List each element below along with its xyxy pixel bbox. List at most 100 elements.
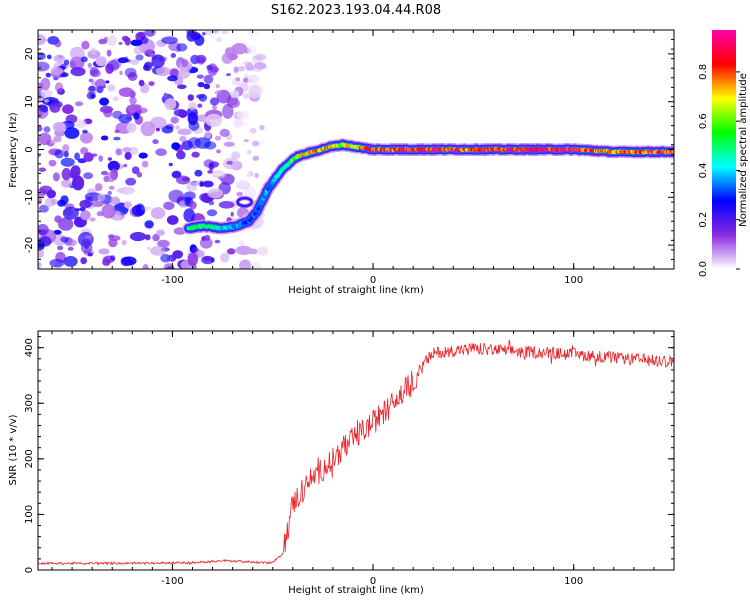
noise-blob xyxy=(113,136,121,141)
noise-blob xyxy=(226,248,236,255)
noise-blob xyxy=(209,97,220,106)
spectrogram-ytick-label: 10 xyxy=(24,95,35,108)
noise-blob xyxy=(243,139,250,143)
noise-blob xyxy=(118,87,134,97)
noise-blob xyxy=(49,258,65,268)
noise-blob xyxy=(222,103,234,119)
noise-blob xyxy=(38,132,52,146)
noise-blob xyxy=(191,151,200,158)
noise-blob xyxy=(170,53,176,58)
noise-blob xyxy=(144,30,156,37)
noise-blob xyxy=(38,167,46,172)
noise-blob xyxy=(237,110,250,120)
noise-blob xyxy=(130,39,143,47)
noise-blob xyxy=(176,43,188,52)
noise-blob xyxy=(220,252,230,263)
noise-blob xyxy=(257,246,269,256)
noise-blob xyxy=(202,32,206,36)
noise-blob xyxy=(187,252,199,266)
noise-blob xyxy=(214,239,221,244)
noise-blob xyxy=(108,185,115,190)
noise-blob xyxy=(61,167,72,181)
noise-blob xyxy=(161,36,178,45)
noise-blob xyxy=(254,53,267,61)
noise-blob xyxy=(116,149,121,154)
noise-blob xyxy=(40,38,48,42)
colorbar-bar xyxy=(712,30,736,269)
noise-blob xyxy=(54,149,64,159)
noise-blob xyxy=(132,104,142,111)
noise-blob xyxy=(167,75,178,82)
noise-blob xyxy=(144,220,154,229)
noise-blob xyxy=(117,57,129,64)
noise-blob xyxy=(118,42,123,45)
noise-blob xyxy=(236,191,243,197)
spectrogram-xlabel: Height of straight line (km) xyxy=(288,285,424,296)
noise-blob xyxy=(62,104,74,115)
noise-blob xyxy=(60,63,67,70)
noise-blob xyxy=(178,68,191,79)
noise-blob xyxy=(133,112,140,120)
noise-blob xyxy=(259,125,265,131)
noise-blob xyxy=(101,203,116,219)
noise-blob xyxy=(74,152,80,161)
noise-blob xyxy=(178,109,188,118)
noise-blob xyxy=(196,74,204,79)
noise-blob xyxy=(189,201,197,210)
noise-blob xyxy=(216,37,222,43)
noise-blob xyxy=(87,252,93,257)
noise-blob xyxy=(38,261,42,269)
noise-blob xyxy=(38,224,49,235)
noise-blob xyxy=(81,40,90,50)
noise-blob xyxy=(38,61,50,72)
noise-blob xyxy=(87,62,93,68)
noise-blob xyxy=(86,91,96,100)
noise-blob xyxy=(106,60,120,72)
noise-blob xyxy=(155,66,171,77)
noise-blob xyxy=(80,257,87,265)
noise-blob xyxy=(53,229,62,235)
noise-blob xyxy=(98,38,108,45)
noise-blob xyxy=(131,166,140,174)
noise-blob xyxy=(51,198,58,205)
noise-blob xyxy=(202,180,214,188)
figure-title: S162.2023.193.04.44.R08 xyxy=(271,3,441,18)
noise-blob xyxy=(145,234,151,241)
noise-blob xyxy=(164,98,177,110)
noise-blob xyxy=(124,67,137,78)
noise-blob xyxy=(249,262,262,269)
noise-blob xyxy=(152,233,160,242)
snr-xtick-label: 0 xyxy=(370,576,376,587)
noise-blob xyxy=(176,61,181,67)
spectrogram-xtick-label: -100 xyxy=(161,275,184,286)
noise-blob xyxy=(62,144,70,153)
noise-blob xyxy=(249,128,257,134)
noise-blob xyxy=(163,92,168,99)
spectrogram-ytick-label: 20 xyxy=(24,48,35,61)
snr-xlabel: Height of straight line (km) xyxy=(288,585,424,596)
noise-blob xyxy=(252,155,260,161)
noise-blob xyxy=(122,146,132,153)
noise-blob xyxy=(242,77,250,83)
noise-blob xyxy=(91,200,104,208)
noise-blob xyxy=(138,152,148,159)
noise-blob xyxy=(239,240,245,246)
noise-blob xyxy=(109,255,116,261)
noise-blob xyxy=(40,89,53,98)
noise-blob xyxy=(183,208,195,223)
snr-frame xyxy=(37,330,675,571)
noise-blob xyxy=(108,235,121,242)
noise-blob xyxy=(232,119,245,128)
noise-blob xyxy=(141,160,149,168)
noise-blob xyxy=(54,39,62,48)
noise-blob xyxy=(56,245,64,251)
noise-blob xyxy=(38,248,45,259)
snr-series-line xyxy=(38,339,674,566)
noise-blob xyxy=(119,70,123,75)
noise-blob xyxy=(38,104,46,112)
noise-blob xyxy=(38,112,44,116)
noise-blob xyxy=(49,102,61,113)
noise-blob xyxy=(197,82,205,88)
noise-blob xyxy=(95,78,106,90)
